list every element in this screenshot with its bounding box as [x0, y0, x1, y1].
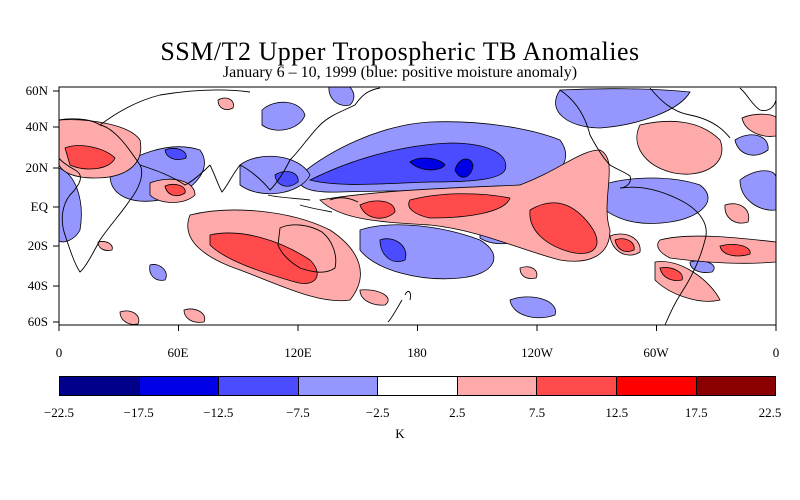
colorbar-label: −7.5 [286, 405, 310, 420]
lon-label-0-east: 0 [772, 345, 780, 360]
colorbar-unit: K [395, 426, 405, 441]
anomaly-region [409, 157, 446, 171]
anomaly-region [149, 264, 167, 281]
colorbar-swatch [60, 377, 140, 395]
lon-label-120e: 120E [284, 345, 312, 360]
colorbar-swatch [696, 377, 776, 395]
lat-label-20s: 20S [27, 238, 48, 253]
anomaly-region [724, 203, 750, 224]
anomaly-region [164, 148, 187, 160]
anomaly-region [739, 170, 776, 211]
lon-label-60w: 60W [643, 345, 669, 360]
lat-label-60n: 60N [25, 83, 48, 98]
anomaly-region [719, 244, 751, 257]
lon-label-0: 0 [55, 345, 63, 360]
colorbar-label: −2.5 [365, 405, 390, 420]
anomaly-region [657, 235, 776, 264]
colorbar-label: −17.5 [123, 405, 154, 420]
colorbar-label: 22.5 [758, 405, 782, 420]
anomaly-region [328, 87, 355, 106]
colorbar-label: 17.5 [684, 405, 708, 420]
anomaly-region [359, 224, 495, 280]
anomaly-region [97, 241, 113, 251]
lat-label-20n: 20N [25, 160, 48, 175]
colorbar-swatch [219, 377, 299, 395]
colorbar-swatch [616, 377, 697, 395]
lon-label-60e: 60E [167, 345, 189, 360]
anomaly-region [359, 200, 396, 219]
colorbar-label: −12.5 [203, 405, 234, 420]
colorbar-swatch [298, 377, 379, 395]
anomaly-region [519, 266, 538, 279]
colorbar-swatch [537, 377, 617, 395]
anomaly-region [734, 134, 769, 156]
anomaly-region [274, 171, 299, 187]
anomaly-region [164, 184, 186, 197]
anomaly-region [209, 232, 318, 284]
anomaly-region [529, 202, 598, 254]
anomaly-region [119, 310, 140, 325]
coastlines [59, 87, 776, 325]
anomaly-region [261, 101, 306, 131]
colorbar-label: −22.5 [43, 405, 75, 420]
lat-label-40n: 40N [25, 119, 48, 134]
chart-title: SSM/T2 Upper Tropospheric TB Anomalies [160, 37, 640, 66]
anomaly-region [636, 120, 723, 175]
lat-label-eq: EQ [30, 199, 48, 214]
anomaly-region [379, 238, 407, 262]
lat-label-60s: 60S [27, 314, 48, 329]
colorbar-label: 2.5 [449, 405, 466, 420]
lon-label-120w: 120W [521, 345, 553, 360]
anomaly-region [59, 167, 82, 243]
anomaly-region [614, 238, 635, 252]
anomaly-region [454, 158, 474, 178]
colorbar [59, 376, 776, 396]
chart-subtitle: January 6 – 10, 1999 (blue: positive moi… [222, 64, 578, 81]
colorbar-swatch [457, 377, 538, 395]
colorbar-label: 7.5 [528, 405, 546, 420]
anomaly-region [183, 308, 206, 323]
anomaly-region [217, 97, 234, 110]
anomaly-region [741, 113, 776, 137]
anomaly-region [359, 289, 389, 306]
lat-label-40s: 40S [27, 278, 48, 293]
anomaly-map [53, 86, 777, 331]
colorbar-swatch [378, 377, 458, 395]
colorbar-label: 12.5 [605, 405, 629, 420]
anomaly-region [509, 296, 556, 319]
anomaly-region [659, 267, 683, 281]
colorbar-swatch [139, 377, 220, 395]
lon-label-180: 180 [407, 345, 427, 360]
anomaly-region [589, 177, 709, 224]
anomaly-region [408, 193, 511, 219]
anomaly-region [64, 145, 116, 170]
anomaly-region [555, 88, 691, 129]
